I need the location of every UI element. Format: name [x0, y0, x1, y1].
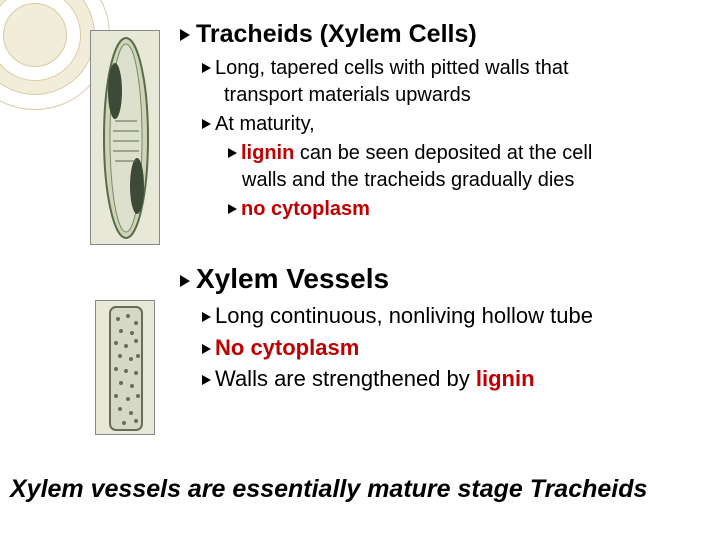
- arc-4: [3, 3, 67, 67]
- vessels-section: Xylem Vessels Long continuous, nonliving…: [180, 263, 710, 394]
- sub-text: can be seen deposited at the cell: [294, 142, 592, 164]
- vessels-title: Xylem Vessels: [196, 263, 389, 294]
- bullet-arrow-icon: [202, 375, 211, 385]
- bullet-text: At maturity,: [215, 113, 315, 135]
- keyword-lignin: lignin: [241, 142, 294, 164]
- bullet-arrow-icon: [180, 275, 190, 287]
- vessels-bullet-2: No cytoplasm: [202, 333, 710, 363]
- sub-text-cont: walls and the tracheids gradually dies: [242, 169, 574, 191]
- bullet-text-cont: transport materials upwards: [224, 84, 471, 106]
- bullet-arrow-icon: [180, 29, 190, 41]
- keyword-no-cytoplasm: no cytoplasm: [241, 198, 370, 220]
- tracheids-title-paren: (Xylem Cells): [313, 20, 477, 48]
- tracheids-sub-1: lignin can be seen deposited at the cell…: [228, 140, 710, 194]
- tracheid-illustration: [90, 30, 160, 245]
- vessels-heading: Xylem Vessels: [180, 263, 710, 295]
- bullet-text: Long, tapered cells with pitted walls th…: [215, 57, 569, 79]
- summary-line: Xylem vessels are essentially mature sta…: [10, 475, 647, 504]
- tracheids-heading: Tracheids (Xylem Cells): [180, 20, 710, 49]
- vessel-illustration: [95, 300, 155, 435]
- bullet-text: Long continuous, nonliving hollow tube: [215, 303, 593, 328]
- bullet-arrow-icon: [202, 344, 211, 354]
- bullet-text: Walls are strengthened by: [215, 366, 476, 391]
- bullet-arrow-icon: [202, 63, 211, 73]
- bullet-arrow-icon: [228, 204, 237, 214]
- tracheids-title-main: Tracheids: [196, 20, 313, 48]
- tracheids-bullet-2: At maturity,: [202, 111, 710, 138]
- tracheids-bullet-1: Long, tapered cells with pitted walls th…: [202, 55, 710, 109]
- keyword-lignin: lignin: [476, 366, 535, 391]
- vessels-bullet-3: Walls are strengthened by lignin: [202, 364, 710, 394]
- slide-content: Tracheids (Xylem Cells) Long, tapered ce…: [180, 20, 710, 412]
- bullet-arrow-icon: [202, 119, 211, 129]
- tracheids-sub-2: no cytoplasm: [228, 196, 710, 223]
- bullet-arrow-icon: [202, 312, 211, 322]
- keyword-no-cytoplasm: No cytoplasm: [215, 335, 359, 360]
- vessels-bullet-1: Long continuous, nonliving hollow tube: [202, 301, 710, 331]
- tracheids-section: Tracheids (Xylem Cells) Long, tapered ce…: [180, 20, 710, 223]
- bullet-arrow-icon: [228, 148, 237, 158]
